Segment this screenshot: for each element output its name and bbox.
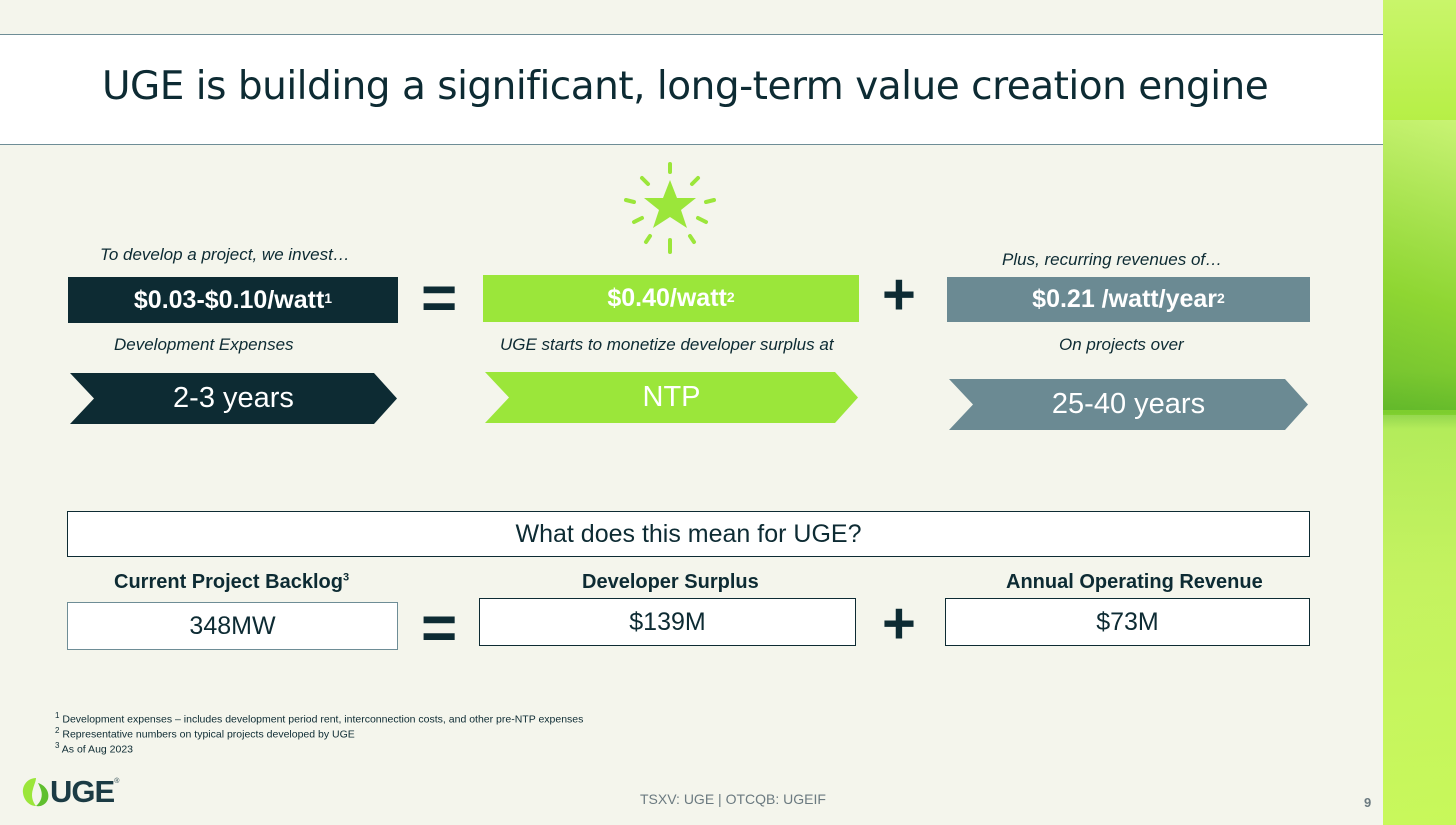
caption-dev-expenses: Development Expenses	[114, 335, 294, 354]
recurring-rate-footnote-ref: 2	[1217, 289, 1225, 306]
uge-logo: UGE ®	[20, 774, 119, 810]
surplus-rate-footnote-ref: 2	[726, 288, 735, 305]
surplus-rate-value: $0.40/watt	[607, 284, 727, 312]
footnote-2: 2 Representative numbers on typical proj…	[55, 726, 355, 741]
recurring-revenue-box: $0.21 /watt/year 2	[947, 277, 1310, 322]
star-burst-icon	[624, 162, 716, 254]
backlog-value: 348MW	[189, 611, 276, 640]
equals-operator-bottom: =	[421, 594, 458, 663]
surplus-label: Developer Surplus	[582, 571, 759, 593]
ticker-footer: TSXV: UGE | OTCQB: UGEIF	[640, 791, 826, 807]
page-number: 9	[1364, 795, 1372, 810]
revenue-value-box: $73M	[945, 598, 1310, 646]
caption-recurring: Plus, recurring revenues of…	[1002, 250, 1223, 269]
title-band	[0, 35, 1383, 145]
developer-surplus-box: $0.40/watt 2	[483, 275, 859, 322]
logo-registered-mark: ®	[114, 778, 120, 785]
top-band	[0, 0, 1383, 35]
duration-chevron-dev: 2-3 years	[70, 373, 397, 424]
caption-projects-over: On projects over	[1059, 335, 1184, 354]
footnote-1: 1 Development expenses – includes develo…	[55, 711, 584, 726]
dev-cost-footnote-ref: 1	[324, 290, 333, 306]
backlog-footnote-ref: 3	[342, 571, 350, 584]
backlog-value-box: 348MW	[67, 602, 398, 650]
dev-cost-box: $0.03-$0.10/watt 1	[68, 277, 398, 323]
meaning-heading: What does this mean for UGE?	[515, 519, 862, 548]
leaf-logo-icon	[22, 778, 49, 807]
footnote-3: 3 As of Aug 2023	[55, 741, 134, 756]
milestone-chevron: NTP	[485, 372, 858, 423]
meaning-heading-box: What does this mean for UGE?	[67, 511, 1310, 557]
caption-invest: To develop a project, we invest…	[100, 245, 350, 264]
decorative-side-strip	[1383, 0, 1456, 825]
backlog-label: Current Project Backlog3	[114, 571, 350, 593]
slide-title: UGE is building a significant, long-term…	[102, 64, 1269, 109]
revenue-label: Annual Operating Revenue	[1006, 571, 1263, 593]
milestone-ntp: NTP	[642, 381, 701, 413]
caption-monetize: UGE starts to monetize developer surplus…	[500, 335, 834, 354]
logo-text: UGE	[50, 774, 115, 809]
plus-operator-bottom: +	[882, 591, 916, 656]
surplus-value: $139M	[629, 607, 706, 636]
duration-dev: 2-3 years	[173, 382, 294, 414]
revenue-value: $73M	[1096, 607, 1159, 636]
duration-chevron-revenue: 25-40 years	[949, 379, 1308, 430]
equals-operator-top: =	[421, 264, 458, 333]
dev-cost-value: $0.03-$0.10/watt	[133, 285, 325, 314]
plus-operator-top: +	[882, 262, 916, 327]
surplus-value-box: $139M	[479, 598, 856, 646]
recurring-rate-value: $0.21 /watt/year	[1032, 285, 1218, 313]
duration-revenue: 25-40 years	[1051, 388, 1206, 420]
